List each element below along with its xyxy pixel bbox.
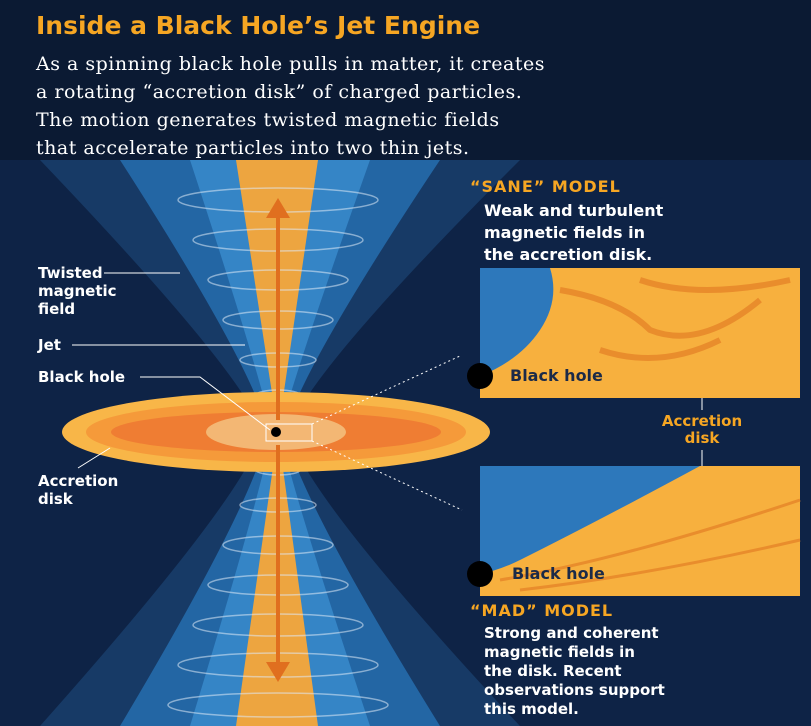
description: this model.	[484, 700, 579, 718]
title: Inside a Black Hole’s Jet Engine	[36, 11, 480, 40]
leader	[140, 376, 271, 431]
zoom-box	[265, 423, 313, 442]
label: field	[38, 300, 75, 318]
label: disk	[685, 429, 721, 447]
arrow-head	[266, 198, 290, 218]
intro-line: The motion generates twisted magnetic fi…	[36, 109, 500, 131]
intro-line: As a spinning black hole pulls in matter…	[35, 53, 545, 75]
description: the accretion disk.	[484, 245, 652, 264]
label: Jet	[37, 336, 61, 354]
panel-field	[480, 268, 554, 376]
label: Accretion	[38, 472, 118, 490]
mad-section: Black hole “MAD” MODEL Strong and cohere…	[467, 466, 801, 718]
label: Twisted	[38, 264, 103, 282]
turbulence	[559, 277, 791, 361]
label: disk	[38, 490, 74, 508]
intro-line: a rotating “accretion disk” of charged p…	[36, 81, 522, 103]
leader	[77, 447, 111, 469]
heading: “MAD” MODEL	[470, 601, 613, 620]
label: Black hole	[38, 368, 125, 386]
field-lines	[499, 498, 801, 592]
black-hole	[467, 561, 493, 587]
panel-field	[480, 466, 700, 574]
description: Strong and coherent	[484, 624, 659, 642]
arrow-head	[266, 662, 290, 682]
intro-line: that accelerate particles into two thin …	[36, 137, 470, 159]
label: Accretion	[662, 412, 742, 430]
description: magnetic fields in	[484, 643, 635, 661]
heading: “SANE” MODEL	[470, 177, 621, 196]
description: magnetic fields in	[484, 223, 645, 242]
description: observations support	[484, 681, 665, 699]
black-hole	[467, 363, 493, 389]
description: Weak and turbulent	[484, 201, 664, 220]
left-labels: Twisted magnetic field Jet Black hole Ac…	[37, 264, 271, 508]
sane-section: “SANE” MODEL Weak and turbulent magnetic…	[467, 177, 800, 398]
panel-label: Black hole	[510, 366, 603, 385]
label: magnetic	[38, 282, 117, 300]
black-hole	[271, 427, 281, 437]
panel-label: Black hole	[512, 564, 605, 583]
diagram	[0, 160, 811, 726]
zoom-line	[311, 355, 461, 425]
shared-label: Accretion disk	[662, 398, 742, 466]
description: the disk. Recent	[484, 662, 622, 680]
